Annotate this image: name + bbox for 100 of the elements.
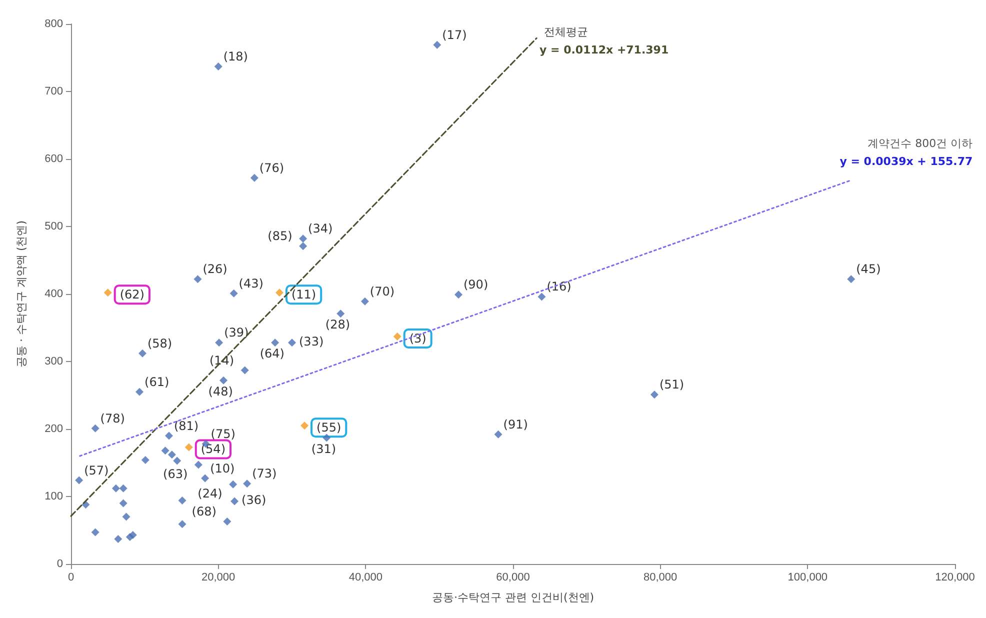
y-tick-label: 800 <box>44 18 63 30</box>
x-tick-label: 40,000 <box>348 572 382 584</box>
y-tick-label: 300 <box>44 356 63 368</box>
y-tick-label: 700 <box>44 86 63 98</box>
point <box>184 443 193 452</box>
y-tick-label: 400 <box>44 288 63 300</box>
point <box>847 275 856 284</box>
annotation: (17) <box>442 28 467 42</box>
point <box>214 62 222 71</box>
point <box>114 535 122 544</box>
point <box>275 288 284 297</box>
point <box>201 474 210 482</box>
x-tick-label: 100,000 <box>788 572 828 584</box>
annotation: y = 0.0039x + 155.77 <box>840 154 973 168</box>
point <box>322 434 331 442</box>
annotation: (18) <box>223 50 248 64</box>
point <box>299 234 308 243</box>
annotation: (68) <box>192 504 216 518</box>
point <box>75 476 84 484</box>
x-tick-label: 80,000 <box>644 572 678 584</box>
y-tick-label: 200 <box>44 423 63 435</box>
annotation: (34) <box>308 222 333 236</box>
point <box>393 332 402 341</box>
annotation: (70) <box>370 284 395 298</box>
annotation: (64) <box>260 346 284 361</box>
x-tick-label: 60,000 <box>496 572 530 584</box>
point <box>300 422 309 430</box>
annotation: (58) <box>147 336 172 350</box>
point <box>91 528 100 536</box>
annotation: (55) <box>316 420 342 435</box>
annotation: (33) <box>299 334 324 349</box>
annotation: (62) <box>120 288 144 302</box>
x-tick-label: 0 <box>68 572 74 584</box>
point <box>271 338 280 347</box>
point <box>164 432 173 440</box>
y-tick-label: 0 <box>56 558 63 570</box>
point <box>119 499 128 508</box>
x-tick-label: 20,000 <box>202 572 236 584</box>
point <box>178 520 186 528</box>
annotation: (61) <box>144 374 170 389</box>
point <box>299 242 308 250</box>
annotation: (36) <box>242 493 266 508</box>
point <box>230 289 238 298</box>
annotation: (24) <box>198 486 222 500</box>
y-tick-label: 600 <box>44 153 63 165</box>
annotation: (76) <box>259 160 284 175</box>
point <box>128 530 137 539</box>
point <box>215 338 224 347</box>
annotation: (10) <box>210 461 235 476</box>
annotation: (75) <box>210 426 236 441</box>
point <box>538 292 546 301</box>
point <box>288 338 296 347</box>
point <box>161 446 170 455</box>
point <box>194 460 202 469</box>
x-tick-label: 120,000 <box>935 572 975 584</box>
y-axis-title: 공동 · 수탁연구 계약액 (천엔) <box>15 220 28 368</box>
annotation: (39) <box>224 326 249 340</box>
point <box>336 310 345 318</box>
annotation: (85) <box>268 229 292 244</box>
annotation: (51) <box>659 378 684 392</box>
annotation: (31) <box>311 442 336 456</box>
point <box>240 366 249 374</box>
point <box>454 290 462 299</box>
point <box>119 484 128 492</box>
point <box>229 480 238 488</box>
annotation: (26) <box>202 262 228 276</box>
annotation: (43) <box>238 276 264 290</box>
annotation: (81) <box>174 418 199 433</box>
point <box>219 376 228 384</box>
annotation: (63) <box>163 466 188 481</box>
point <box>433 40 442 49</box>
point <box>112 484 120 492</box>
point <box>360 297 369 306</box>
annotation: (90) <box>463 278 488 292</box>
y-tick-label: 500 <box>44 220 63 232</box>
point <box>243 480 252 488</box>
annotation: 전체평균 <box>544 26 588 39</box>
annotation: (57) <box>84 463 109 478</box>
annotation: (45) <box>856 262 881 276</box>
point <box>104 288 112 297</box>
point <box>494 430 502 438</box>
annotation: (73) <box>252 466 277 481</box>
point <box>650 390 658 399</box>
annotation: (91) <box>503 417 528 432</box>
annotation: (28) <box>325 318 350 332</box>
point <box>194 275 202 284</box>
annotation: (78) <box>100 411 125 426</box>
point <box>141 456 150 464</box>
point <box>168 450 176 459</box>
y-tick-label: 100 <box>44 490 63 502</box>
annotation: (54) <box>200 442 226 456</box>
point <box>138 349 146 358</box>
annotation: 계약건수 800건 이하 <box>868 136 973 150</box>
point <box>178 496 186 505</box>
annotation: (11) <box>291 288 316 302</box>
point <box>173 456 182 465</box>
x-axis-title: 공동·수탁연구 관련 인건비(천엔) <box>432 591 594 604</box>
point <box>91 424 100 432</box>
point <box>223 517 232 526</box>
point <box>136 388 144 396</box>
